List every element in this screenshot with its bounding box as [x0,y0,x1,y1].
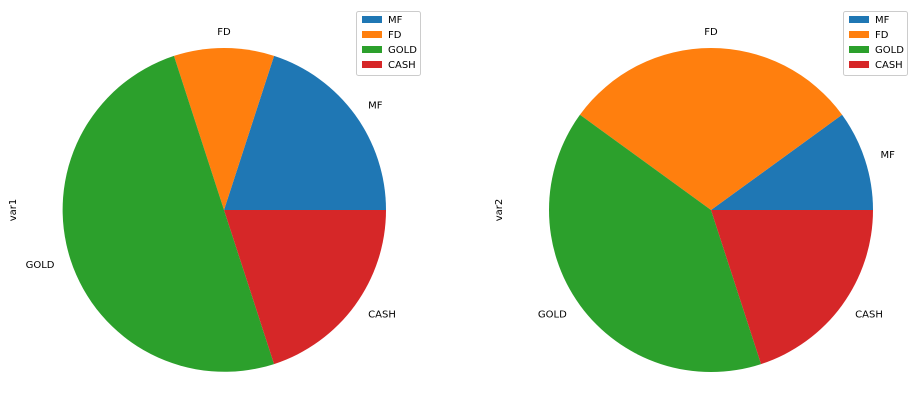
slice-label-cash: CASH [855,310,883,321]
pie-slice-mf [224,55,386,211]
legend-swatch-cash [362,61,382,68]
legend-label-gold: GOLD [875,45,904,56]
y-axis-label: var2 [494,199,505,222]
legend: MF FD GOLD CASH [843,11,908,76]
legend-swatch-gold [362,46,382,53]
slice-label-mf: MF [880,150,895,161]
pie-chart-var1: MF FD GOLD CASH var1 MF FD GOLD CASH [8,11,421,372]
legend-swatch-fd [849,31,869,38]
legend-frame [843,11,908,76]
legend-label-mf: MF [388,15,403,26]
pie-slice-mf [711,114,873,210]
legend-label-fd: FD [875,30,889,41]
legend-swatch-mf [362,16,382,23]
legend-label-gold: GOLD [388,45,417,56]
y-axis-label: var1 [8,199,19,222]
pie-chart-var2: MF FD GOLD CASH var2 MF FD GOLD CASH [494,11,908,372]
slice-label-gold: GOLD [26,260,55,271]
legend-label-cash: CASH [388,60,416,71]
slice-label-cash: CASH [368,310,396,321]
legend-frame [356,11,421,76]
legend-swatch-gold [849,46,869,53]
pie-slice-gold [549,114,762,372]
legend-label-mf: MF [875,15,890,26]
pie-slice-fd [173,48,275,210]
slice-label-fd: FD [704,27,718,38]
legend-swatch-cash [849,61,869,68]
legend-swatch-fd [362,31,382,38]
pie-slice-cash [711,210,873,365]
slice-label-mf: MF [368,100,383,111]
legend: MF FD GOLD CASH [356,11,421,76]
legend-label-fd: FD [388,30,402,41]
legend-label-cash: CASH [875,60,903,71]
legend-swatch-mf [849,16,869,23]
pie-slice-gold [62,55,275,372]
slice-label-fd: FD [217,27,231,38]
slice-label-gold: GOLD [538,310,567,321]
pie-slice-fd [579,48,843,210]
pie-slice-cash [224,210,386,365]
